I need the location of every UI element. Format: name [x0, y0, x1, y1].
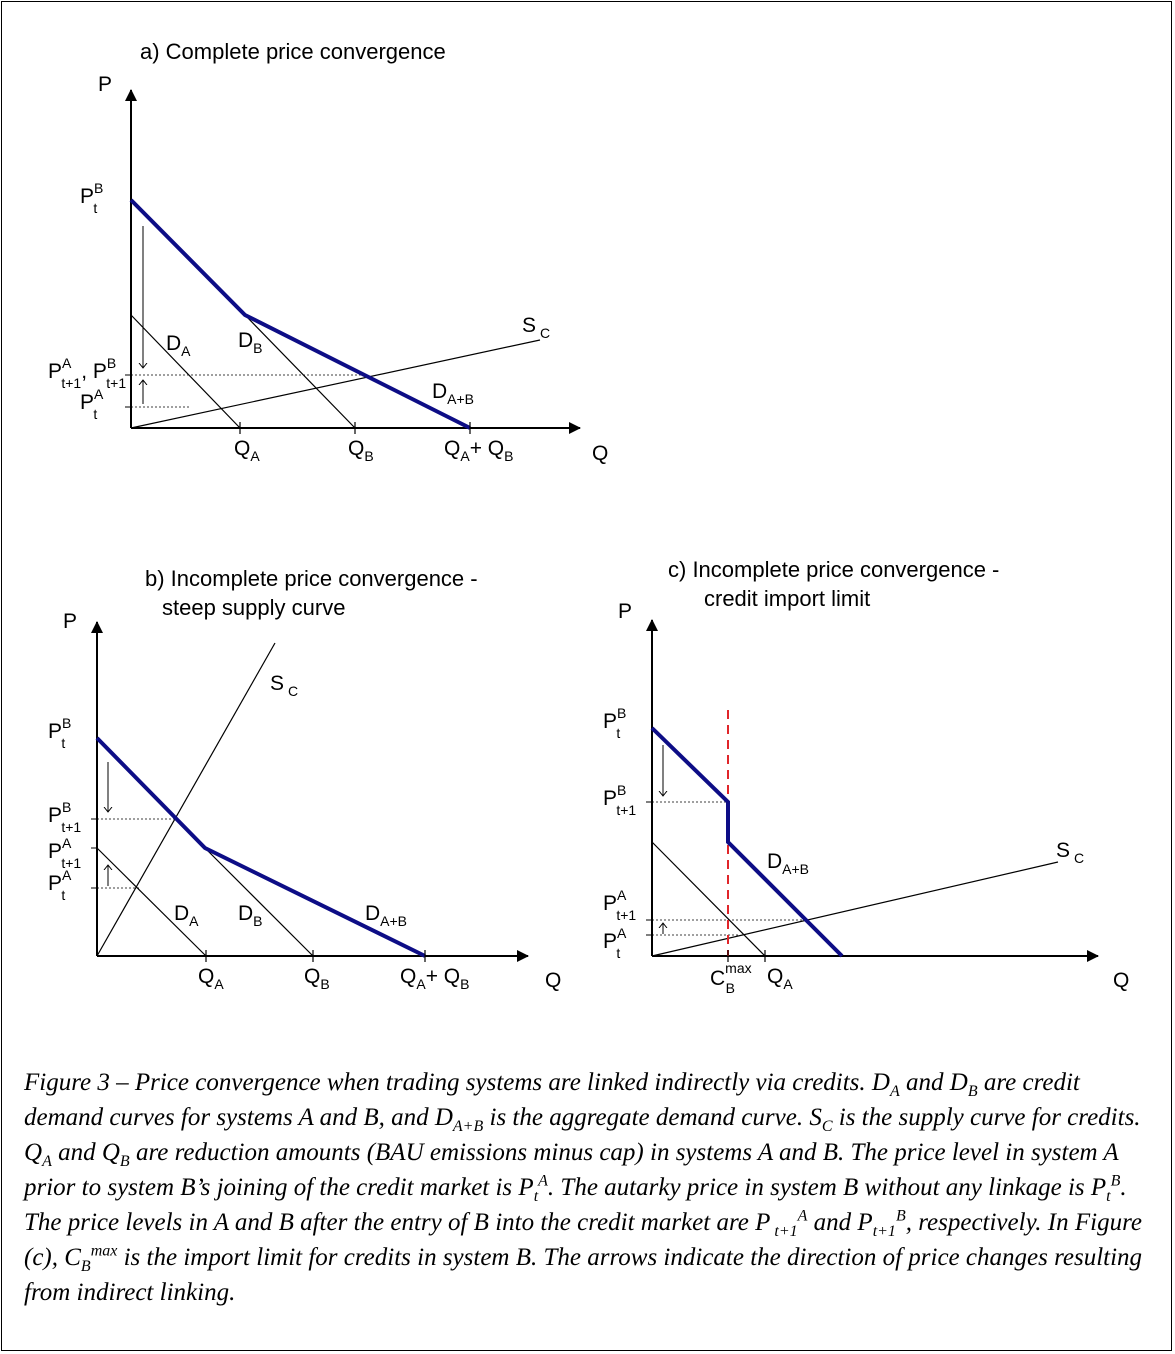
panel-c-demand-ab	[652, 728, 842, 956]
panel-b-label-p-t1B: PB t+1	[48, 799, 81, 835]
panel-c-label-d-ab: DA+B	[767, 850, 809, 877]
panel-c-label-p-tA: PA t	[603, 925, 627, 961]
panel-a-p-label: P	[98, 73, 112, 96]
panel-c-demand-a	[652, 842, 765, 956]
panel-c-label-p-t1A: PA t+1	[603, 887, 636, 923]
panel-a-label-d-a: DA	[166, 332, 191, 359]
panel-a-q-label: Q	[592, 442, 608, 465]
panel-b-demand-b	[205, 848, 313, 956]
panel-b-label-d-ab: DA+B	[365, 902, 407, 929]
panel-c-label-q-a: QA	[767, 965, 793, 992]
panel-b-label-p-tA: PA t	[48, 867, 72, 903]
panel-a-supply-c	[131, 340, 540, 428]
panel-b-demand-a	[97, 848, 206, 956]
panel-c-label-p-tB: PB t	[603, 705, 626, 741]
panel-a-title: a) Complete price convergence	[140, 39, 446, 64]
panel-b-label-d-a: DA	[174, 902, 199, 929]
figure-diagrams: a) Complete price convergence P Q PB t PA…	[0, 0, 1175, 1060]
panel-b-p-label: P	[63, 610, 77, 633]
panel-c-p-label: P	[618, 600, 632, 623]
panel-a-label-d-b: DB	[238, 329, 263, 356]
panel-b-label-d-b: DB	[238, 902, 263, 929]
panel-c-title-line2: credit import limit	[704, 586, 870, 611]
panel-a-demand-ab	[131, 200, 470, 428]
panel-b: b) Incomplete price convergence - steep …	[48, 566, 561, 992]
panel-a-label-p-t1: PA t+1, PB t+1	[48, 355, 126, 391]
figure-caption: Figure 3 – Price convergence when tradin…	[24, 1065, 1154, 1310]
panel-c-title-line1: c) Incomplete price convergence -	[668, 557, 999, 582]
panel-a-label-d-ab: DA+B	[432, 380, 474, 407]
panel-a: a) Complete price convergence P Q PB t PA…	[48, 39, 608, 465]
panel-c-label-p-t1B: PB t+1	[603, 782, 636, 818]
panel-b-title-line1: b) Incomplete price convergence -	[145, 566, 478, 591]
panel-b-title-line2: steep supply curve	[162, 595, 345, 620]
panel-b-label-p-t1A: PA t+1	[48, 835, 81, 871]
panel-c-q-label: Q	[1113, 969, 1129, 992]
panel-a-label-q-b: QB	[348, 437, 374, 464]
panel-b-label-q-ab: QA+ QB	[400, 965, 469, 992]
panel-a-label-q-a: QA	[234, 437, 260, 464]
panel-a-label-p-tA: PA t	[80, 386, 104, 422]
panel-a-label-p-tB: PB t	[80, 180, 103, 216]
panel-c-label-c-b-max: Cmax B	[710, 960, 752, 996]
panel-b-q-label: Q	[545, 969, 561, 992]
panel-c-supply-c	[652, 862, 1058, 956]
panel-a-label-q-ab: QA+ QB	[444, 437, 513, 464]
panel-a-demand-b	[245, 315, 355, 428]
panel-b-label-p-tB: PB t	[48, 715, 71, 751]
panel-a-demand-a	[131, 315, 240, 428]
panel-b-label-q-a: QA	[198, 965, 224, 992]
panel-b-label-q-b: QB	[304, 965, 330, 992]
panel-c: c) Incomplete price convergence - credit…	[603, 557, 1129, 996]
